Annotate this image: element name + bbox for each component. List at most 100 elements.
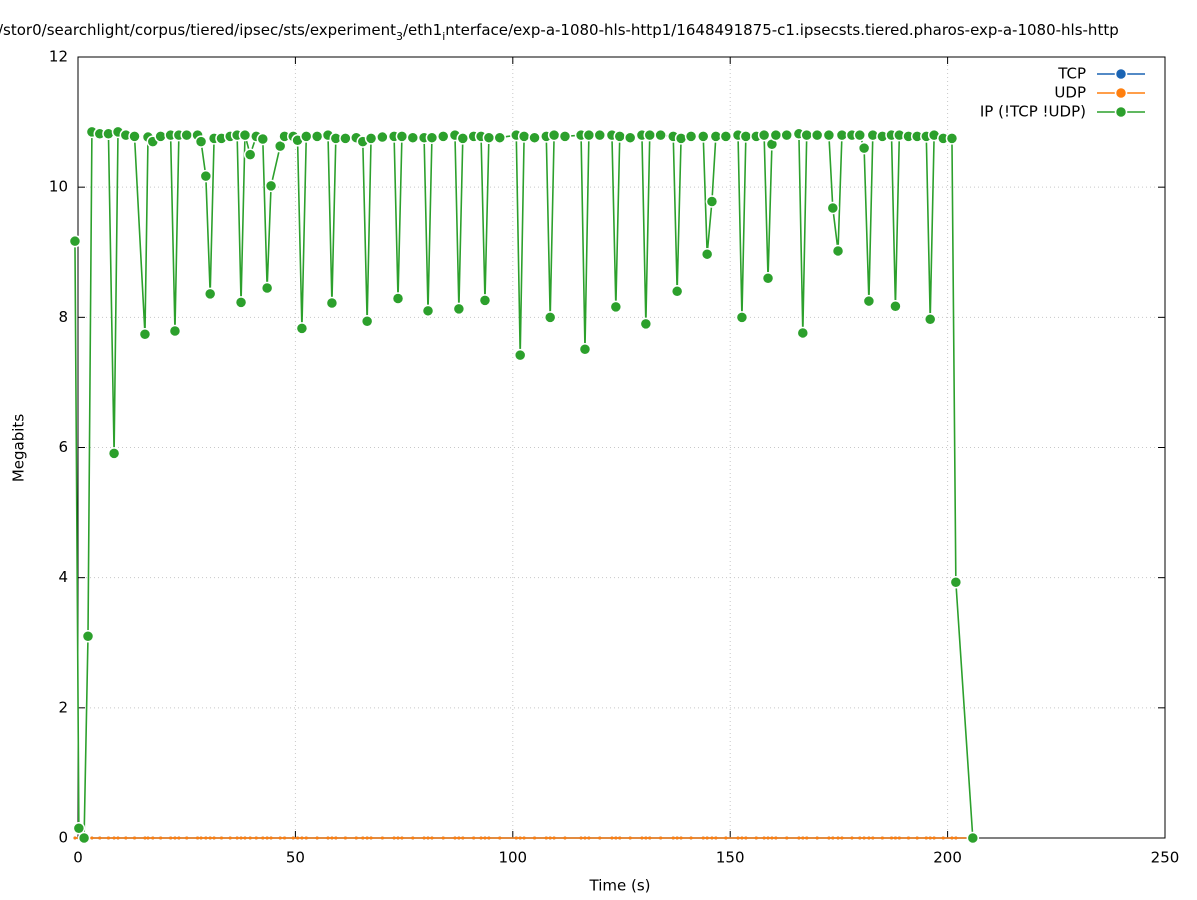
data-point	[261, 836, 265, 840]
data-point	[498, 836, 502, 840]
data-point	[890, 836, 894, 840]
data-point	[850, 836, 854, 840]
data-point	[376, 130, 389, 144]
plot-frame	[77, 56, 1166, 839]
data-point	[330, 836, 334, 840]
data-point	[425, 131, 439, 144]
data-point	[739, 130, 753, 143]
data-point	[774, 836, 778, 840]
data-point	[623, 131, 637, 144]
x-tick-label: 250	[1151, 849, 1180, 867]
data-point	[840, 836, 844, 840]
data-point	[800, 128, 813, 142]
data-point	[400, 836, 404, 840]
x-tick-label: 100	[498, 849, 527, 867]
data-point	[396, 836, 400, 840]
data-point	[106, 836, 110, 840]
data-point	[168, 324, 182, 338]
data-point	[766, 836, 770, 840]
data-point	[199, 836, 203, 840]
data-point	[640, 836, 644, 840]
data-point	[90, 836, 94, 840]
data-point	[674, 132, 688, 145]
data-point	[180, 128, 193, 142]
data-point	[300, 130, 313, 143]
data-point	[422, 836, 426, 840]
y-axis-label: Megabits	[10, 414, 28, 482]
data-point	[203, 287, 217, 301]
legend-marker	[1114, 105, 1128, 119]
data-point	[339, 132, 352, 145]
x-tick-label: 0	[73, 849, 83, 867]
data-point	[915, 836, 919, 840]
data-point	[836, 836, 840, 840]
x-tick-label: 50	[286, 849, 305, 867]
data-point	[710, 836, 714, 840]
data-point	[609, 300, 623, 314]
data-point	[326, 836, 330, 840]
data-point	[238, 128, 252, 142]
data-point	[73, 836, 77, 840]
data-point	[724, 836, 728, 840]
data-point	[701, 836, 705, 840]
data-point	[243, 836, 247, 840]
legend-label: UDP	[1054, 84, 1086, 102]
data-point	[260, 281, 274, 295]
y-tick-label: 12	[49, 48, 68, 66]
data-point	[754, 836, 758, 840]
data-point	[670, 285, 684, 298]
data-point	[815, 836, 819, 840]
data-point	[889, 300, 902, 313]
data-point	[177, 836, 181, 840]
data-point	[72, 821, 86, 835]
data-point	[208, 836, 212, 840]
data-point	[826, 201, 840, 215]
data-point	[457, 836, 461, 840]
y-tick-label: 4	[58, 568, 68, 586]
data-point	[831, 836, 835, 840]
data-point	[430, 836, 434, 840]
data-point	[528, 131, 541, 144]
data-point	[256, 132, 270, 146]
data-point	[77, 831, 91, 845]
data-point	[867, 836, 871, 840]
data-point	[138, 328, 152, 341]
data-point	[483, 836, 487, 840]
legend-marker	[1114, 86, 1128, 100]
data-point	[361, 836, 365, 840]
data-point	[533, 836, 537, 840]
data-point	[679, 836, 683, 840]
data-point	[941, 836, 945, 840]
data-point	[522, 836, 526, 840]
data-point	[831, 244, 845, 258]
data-point	[954, 836, 958, 840]
data-point	[780, 128, 793, 142]
chart-title: /stor0/searchlight/corpus/tiered/ipsec/s…	[0, 21, 1119, 43]
data-point	[871, 836, 875, 840]
data-point	[945, 132, 959, 145]
data-point	[478, 294, 492, 307]
data-point	[487, 836, 491, 840]
data-point	[517, 130, 531, 143]
data-point	[239, 836, 243, 840]
data-point	[185, 836, 189, 840]
data-point	[654, 128, 667, 142]
data-point	[785, 836, 789, 840]
data-point	[610, 836, 614, 840]
data-point	[228, 836, 232, 840]
data-point	[265, 836, 269, 840]
data-point	[472, 836, 476, 840]
data-point	[862, 836, 866, 840]
data-point	[452, 302, 466, 316]
data-point	[614, 836, 618, 840]
data-point	[310, 130, 324, 143]
data-point	[392, 836, 396, 840]
data-point	[770, 836, 774, 840]
data-point	[300, 836, 304, 840]
y-tick-label: 0	[58, 829, 68, 847]
data-point	[932, 836, 936, 840]
title-part: nterface/exp-a-1080-hls-http1/1648491875…	[445, 21, 1118, 39]
data-point	[133, 836, 137, 840]
data-point	[194, 135, 208, 148]
data-point	[583, 836, 587, 840]
